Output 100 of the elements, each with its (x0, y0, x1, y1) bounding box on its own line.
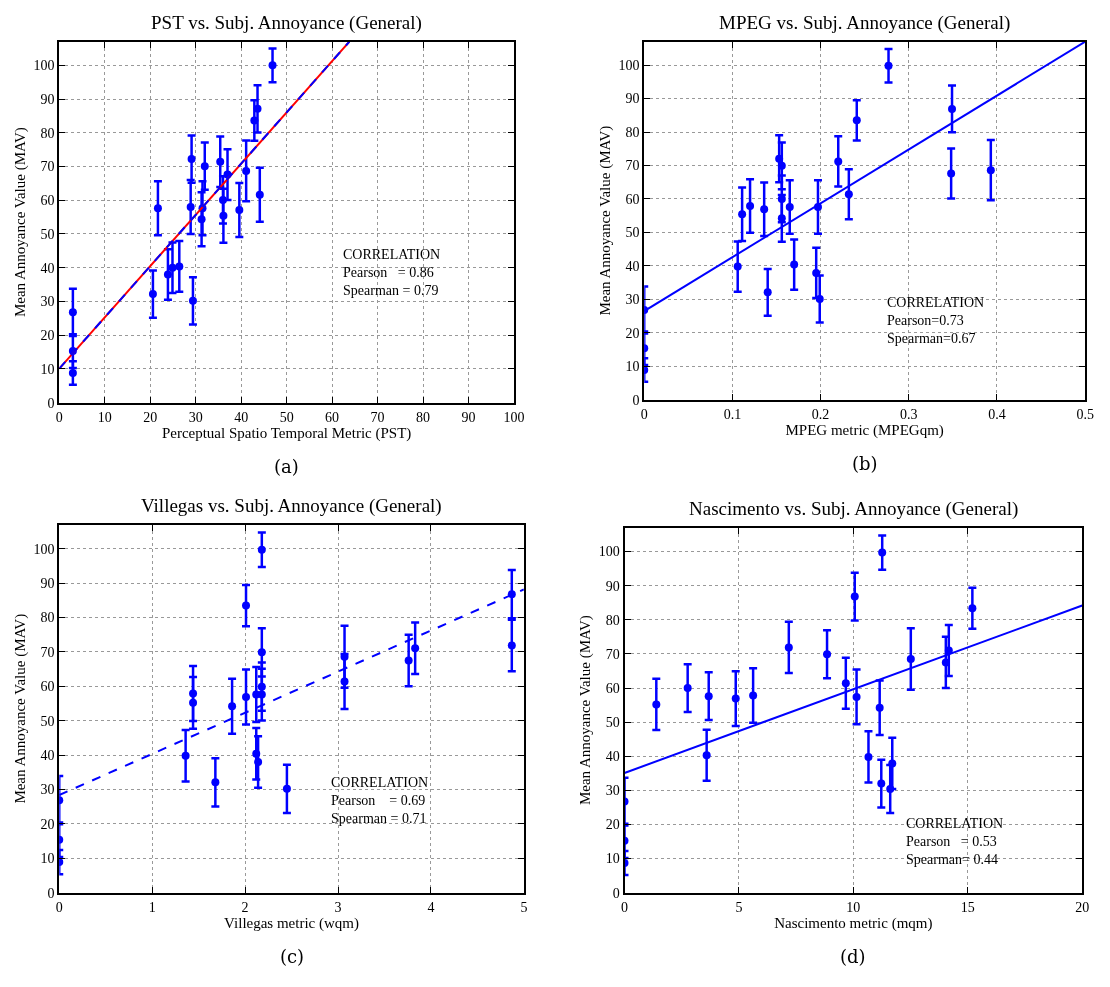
point (738, 210, 747, 219)
point (947, 169, 956, 178)
point (175, 262, 184, 271)
point (507, 641, 516, 650)
y-tick-label: 60 (605, 680, 620, 696)
x-tick-label: 10 (97, 409, 112, 425)
y-tick-label: 20 (40, 816, 55, 832)
point (968, 604, 977, 613)
y-tick-label: 60 (40, 679, 55, 695)
x-axis-title: Nascimento metric (mqm) (774, 915, 933, 932)
x-tick-label: 30 (188, 409, 203, 425)
point (219, 211, 228, 220)
y-tick-label: 20 (605, 817, 620, 833)
point (906, 655, 915, 664)
annotation: CORRELATION Pearson = 0.53 Spearman= 0.44 (906, 816, 1004, 868)
point (507, 590, 516, 599)
point (948, 104, 957, 113)
y-tick-label: 100 (598, 544, 620, 560)
y-tick-label: 50 (40, 226, 55, 242)
y-tick-label: 80 (40, 610, 55, 626)
point (242, 601, 251, 610)
point (652, 700, 661, 709)
point (189, 689, 198, 698)
x-tick-label: 0.2 (811, 406, 830, 422)
chart-title: MPEG vs. Subj. Annoyance (General) (719, 12, 1011, 34)
point (181, 751, 190, 760)
point (197, 215, 206, 224)
point (749, 691, 758, 700)
point (852, 116, 861, 125)
point (200, 162, 209, 171)
point (255, 190, 264, 199)
point (187, 155, 196, 164)
point (875, 703, 884, 712)
y-tick-label: 100 (33, 58, 55, 74)
y-tick-label: 80 (40, 125, 55, 141)
point (760, 205, 769, 214)
x-tick-label: 3 (334, 899, 342, 915)
y-axis-title: Mean Annoyance Value (MAV) (12, 127, 30, 318)
point (733, 262, 742, 271)
point (268, 61, 277, 70)
y-tick-label: 40 (40, 260, 55, 276)
point (340, 652, 349, 661)
x-tick-label: 20 (1075, 899, 1090, 915)
point (189, 698, 198, 707)
y-tick-label: 70 (605, 646, 620, 662)
x-tick-label: 15 (960, 899, 975, 915)
point (704, 692, 713, 701)
x-tick-label: 90 (461, 409, 476, 425)
point (163, 270, 172, 279)
point (884, 61, 893, 70)
point (404, 656, 413, 665)
y-tick-label: 20 (625, 325, 640, 341)
point (257, 545, 266, 554)
y-tick-label: 70 (40, 644, 55, 660)
y-tick-label: 30 (625, 292, 640, 308)
y-tick-label: 0 (632, 392, 640, 408)
y-tick-label: 30 (40, 294, 55, 310)
x-tick-label: 0.4 (988, 406, 1006, 422)
point (242, 166, 251, 175)
point (188, 296, 197, 305)
x-tick-label: 50 (279, 409, 294, 425)
x-axis-title: Villegas metric (wqm) (224, 915, 360, 932)
text: (c) (280, 946, 305, 967)
y-tick-label: 10 (40, 851, 55, 867)
x-tick-label: 20 (143, 409, 158, 425)
point (153, 204, 162, 213)
point (68, 308, 77, 317)
point (944, 646, 953, 655)
y-axis-title: Mean Annoyance Value (MAV) (12, 613, 30, 804)
y-tick-label: 0 (47, 885, 55, 901)
point (253, 104, 262, 113)
x-tick-label: 2 (241, 899, 249, 915)
x-tick-label: 60 (325, 409, 340, 425)
point (683, 684, 692, 693)
point (864, 752, 873, 761)
point (777, 161, 786, 170)
point (850, 592, 859, 601)
chart-title: Nascimento vs. Subj. Annoyance (General) (689, 498, 1019, 520)
point (790, 260, 799, 269)
point (340, 677, 349, 686)
y-tick-label: 50 (40, 713, 55, 729)
point (168, 263, 177, 272)
point (228, 702, 237, 711)
text: (b) (852, 453, 878, 474)
point (823, 650, 832, 659)
text: (a) (274, 456, 299, 477)
point (986, 166, 995, 175)
y-tick-label: 30 (40, 782, 55, 798)
y-tick-label: 40 (40, 748, 55, 764)
point (746, 201, 755, 210)
y-tick-label: 0 (47, 395, 55, 411)
y-tick-label: 100 (618, 57, 640, 73)
y-tick-label: 60 (625, 191, 640, 207)
y-tick-label: 90 (40, 576, 55, 592)
y-tick-label: 40 (605, 749, 620, 765)
point (235, 206, 244, 215)
y-tick-label: 10 (605, 851, 620, 867)
x-tick-label: 10 (846, 899, 861, 915)
point (252, 749, 261, 758)
point (257, 682, 266, 691)
